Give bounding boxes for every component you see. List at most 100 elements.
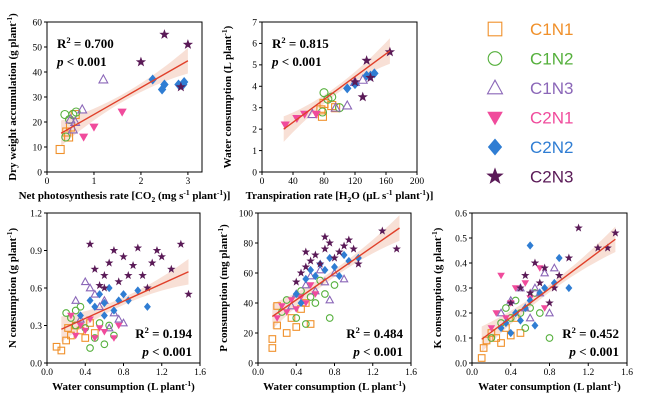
point-c2n3	[357, 91, 368, 102]
point-c1n2	[292, 314, 301, 322]
x-axis-title: Water consumption (L plant-1)	[52, 379, 195, 393]
point-c1n3	[286, 301, 297, 310]
point-c1n3	[357, 74, 369, 84]
point-c2n2	[502, 318, 510, 328]
point-c2n3	[330, 253, 339, 262]
point-c2n3	[301, 262, 311, 271]
point-c2n3	[176, 239, 186, 248]
point-c2n3	[354, 259, 363, 268]
point-c2n3	[574, 223, 583, 232]
point-c2n1	[89, 123, 99, 132]
point-c2n3	[157, 252, 166, 261]
y-tick-label: 40	[33, 68, 43, 78]
y-tick-label: 40	[244, 299, 254, 309]
point-c2n1	[487, 325, 496, 332]
series-c2n3	[85, 239, 193, 298]
point-c1n1	[477, 354, 486, 362]
point-c2n3	[320, 244, 330, 253]
point-c1n1	[268, 344, 277, 352]
fit-line	[60, 60, 189, 134]
point-c2n1	[91, 335, 99, 342]
point-c1n3	[301, 280, 311, 289]
point-c2n3	[525, 288, 535, 297]
point-c1n2	[105, 321, 114, 330]
point-c2n3	[159, 29, 170, 39]
y-tick-label: 6	[252, 40, 257, 50]
y-tick-label: 0	[248, 359, 253, 369]
point-c2n2	[86, 296, 94, 305]
point-c2n3	[104, 258, 114, 267]
y-tick-label: 0.6	[455, 209, 467, 219]
point-c2n2	[541, 283, 549, 293]
point-c1n3	[325, 295, 335, 304]
point-c1n2	[71, 306, 80, 315]
point-c1n1	[292, 323, 301, 331]
point-c2n3	[133, 243, 143, 252]
series-c2n3	[506, 223, 620, 307]
x-tick-label: 0.0	[466, 368, 478, 378]
point-c2n3	[564, 253, 574, 262]
point-c1n2	[535, 309, 544, 317]
point-c2n2	[516, 316, 524, 325]
x-tick-label: 40	[288, 177, 298, 187]
point-c1n2	[301, 320, 310, 328]
point-c1n1	[81, 334, 90, 342]
point-c2n1	[311, 291, 320, 298]
point-c1n3	[76, 103, 88, 114]
y-tick-label: 50	[33, 43, 43, 53]
x-axis-title: Net photosynthesis rate [CO2 (mg s-1 pla…	[19, 188, 231, 204]
y-tick-label: 0.3	[30, 322, 42, 332]
point-c2n2	[507, 328, 515, 338]
y-axis-title: Dry weight accumulation (g plant-1)	[5, 13, 19, 181]
legend-label: C2N2	[530, 138, 573, 157]
y-tick-label: 1.2	[30, 209, 42, 219]
point-c2n3	[535, 278, 545, 287]
point-c1n3	[339, 274, 349, 283]
legend-marker-icon	[486, 79, 504, 95]
x-axis-title: Transpiration rate [H2O (µL s-1 plant-1)…	[246, 188, 434, 204]
x-tick-label: 0.4	[79, 368, 91, 378]
point-c2n3	[114, 277, 123, 286]
point-c1n3	[104, 323, 114, 332]
point-c2n3	[143, 283, 152, 292]
x-tick-label: 0.0	[252, 368, 264, 378]
point-c1n3	[341, 99, 353, 110]
legend: C1N1 C1N2 C1N3 C2N1 C2N2 C2N3	[486, 20, 573, 187]
point-c2n1	[86, 316, 94, 324]
point-c1n2	[319, 88, 329, 98]
point-c1n1	[55, 144, 65, 155]
panel-e: 0.0 0.4 0.8 1.2 1.6 0.0 0.1 0.2 0.3 0.4 0.5 0.6 Wate…	[430, 209, 633, 393]
point-c1n2	[306, 293, 315, 301]
point-c1n1	[317, 111, 328, 121]
point-c2n1	[114, 322, 123, 330]
point-c2n3	[339, 241, 349, 250]
point-c1n2	[330, 281, 339, 289]
x-tick-label: 200	[410, 177, 425, 187]
y-tick-label: 5	[252, 61, 257, 71]
plot-frame	[261, 21, 418, 173]
legend-item-c2n3: C2N3	[486, 167, 573, 187]
point-c1n1	[287, 314, 296, 322]
point-c2n1	[287, 297, 296, 304]
stats-annotation: R2 = 0.484 p < 0.001	[346, 325, 403, 359]
point-c2n3	[100, 283, 109, 292]
p-value-label: p < 0.001	[352, 344, 403, 359]
point-c2n3	[95, 281, 104, 290]
point-c2n2	[550, 278, 558, 288]
point-c2n3	[516, 283, 525, 292]
point-c2n3	[119, 252, 128, 261]
y-tick-label: 4	[252, 83, 257, 93]
point-c2n2	[179, 77, 189, 87]
r-squared-label: R2 = 0.700	[57, 35, 114, 51]
point-c1n1	[516, 329, 525, 337]
fit-line	[481, 238, 616, 340]
point-c2n3	[85, 239, 95, 248]
point-c2n2	[134, 286, 142, 295]
point-c1n1	[62, 336, 70, 345]
r-squared-label: R2 = 0.452	[562, 325, 619, 341]
point-c1n2	[100, 340, 109, 349]
point-c2n1	[502, 315, 510, 322]
point-c1n2	[325, 314, 334, 322]
point-c2n3	[521, 271, 530, 280]
